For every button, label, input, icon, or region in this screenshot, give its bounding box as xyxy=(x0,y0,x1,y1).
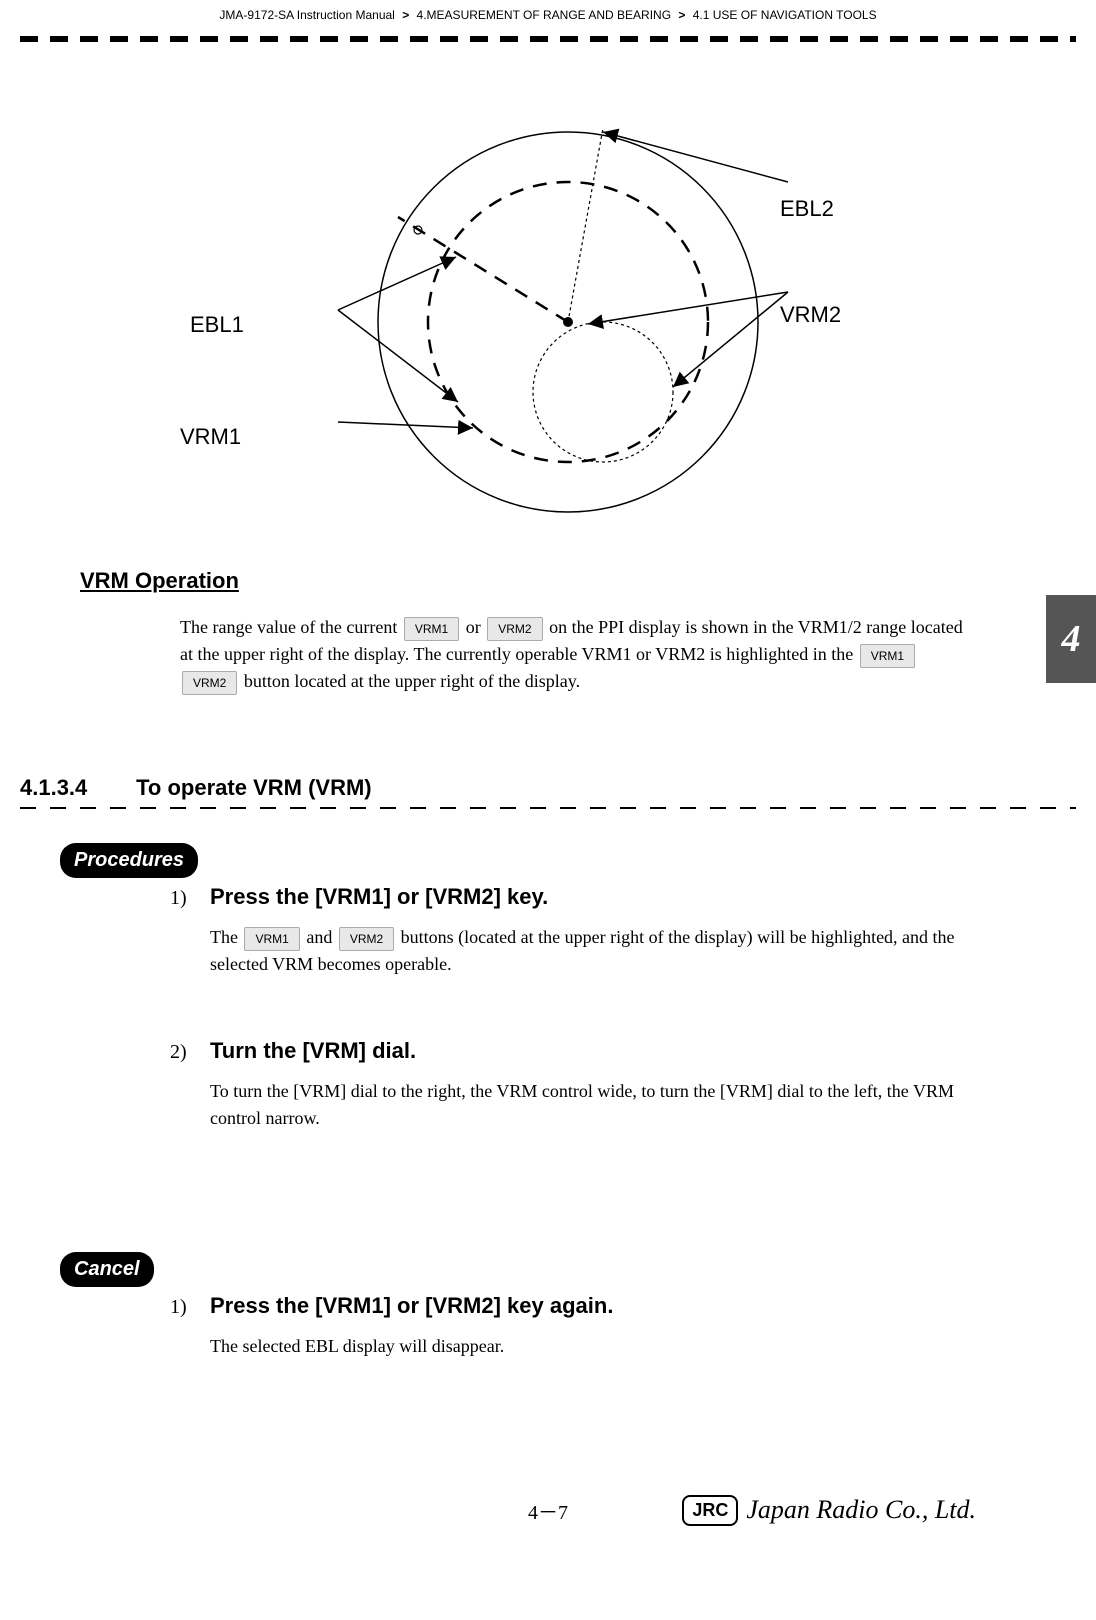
procedures-pill: Procedures xyxy=(60,843,198,878)
divider xyxy=(20,807,1076,809)
section-heading: 4.1.3.4 To operate VRM (VRM) xyxy=(20,775,1036,807)
cancel-step-1-body: The selected EBL display will disappear. xyxy=(210,1333,970,1360)
ppi-diagram: EBL2 VRM2 EBL1 VRM1 xyxy=(60,112,1036,552)
breadcrumb: JMA-9172-SA Instruction Manual > 4.MEASU… xyxy=(60,0,1036,32)
step-1: 1) Press the [VRM1] or [VRM2] key. xyxy=(170,884,1036,910)
text: or xyxy=(466,617,486,637)
vrm2-button: VRM2 xyxy=(339,927,394,951)
step-2-body: To turn the [VRM] dial to the right, the… xyxy=(210,1078,970,1132)
page-number: 4－7 xyxy=(528,1496,568,1525)
breadcrumb-chapter: 4.MEASUREMENT OF RANGE AND BEARING xyxy=(417,8,672,22)
label-ebl2: EBL2 xyxy=(780,196,834,222)
step-num: 2) xyxy=(170,1041,210,1064)
step-title: Press the [VRM1] or [VRM2] key again. xyxy=(210,1293,613,1319)
text: button located at the upper right of the… xyxy=(244,671,580,691)
vrm1-button: VRM1 xyxy=(860,644,915,668)
step-num: 1) xyxy=(170,1296,210,1319)
jrc-company: Japan Radio Co., Ltd. xyxy=(746,1495,976,1525)
text: The range value of the current xyxy=(180,617,402,637)
label-vrm1: VRM1 xyxy=(180,424,241,450)
jrc-box: JRC xyxy=(682,1495,738,1526)
section-num: 4.1.3.4 xyxy=(20,775,130,801)
step-1-body: The VRM1 and VRM2 buttons (located at th… xyxy=(210,924,970,978)
step-title: Press the [VRM1] or [VRM2] key. xyxy=(210,884,548,910)
footer: 4－7 JRC Japan Radio Co., Ltd. xyxy=(60,1500,1036,1550)
vrm-operation-text: The range value of the current VRM1 or V… xyxy=(180,614,980,695)
text: The xyxy=(210,927,242,947)
text: and xyxy=(306,927,337,947)
vrm1-button: VRM1 xyxy=(404,617,459,641)
vrm1-button: VRM1 xyxy=(244,927,299,951)
cancel-pill: Cancel xyxy=(60,1252,154,1287)
section-title: To operate VRM (VRM) xyxy=(136,775,371,800)
vrm2-button: VRM2 xyxy=(182,671,237,695)
ppi-svg xyxy=(298,112,798,532)
cancel-step-1: 1) Press the [VRM1] or [VRM2] key again. xyxy=(170,1293,1036,1319)
breadcrumb-manual: JMA-9172-SA Instruction Manual xyxy=(219,8,394,22)
step-2: 2) Turn the [VRM] dial. xyxy=(170,1038,1036,1064)
label-vrm2: VRM2 xyxy=(780,302,841,328)
label-ebl1: EBL1 xyxy=(190,312,244,338)
divider xyxy=(20,36,1076,42)
breadcrumb-sep: > xyxy=(678,8,685,22)
vrm-operation-heading: VRM Operation xyxy=(80,568,1036,594)
breadcrumb-section: 4.1 USE OF NAVIGATION TOOLS xyxy=(693,8,877,22)
step-title: Turn the [VRM] dial. xyxy=(210,1038,416,1064)
chapter-tab: 4 xyxy=(1046,595,1096,683)
vrm2-button: VRM2 xyxy=(487,617,542,641)
step-num: 1) xyxy=(170,887,210,910)
jrc-logo: JRC Japan Radio Co., Ltd. xyxy=(682,1495,976,1526)
breadcrumb-sep: > xyxy=(402,8,409,22)
